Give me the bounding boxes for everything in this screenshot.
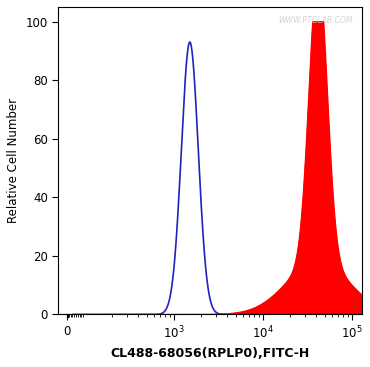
Text: WWW.PTGLAB.COM: WWW.PTGLAB.COM [278, 16, 353, 25]
Y-axis label: Relative Cell Number: Relative Cell Number [7, 98, 20, 223]
X-axis label: CL488-68056(RPLP0),FITC-H: CL488-68056(RPLP0),FITC-H [110, 347, 310, 360]
